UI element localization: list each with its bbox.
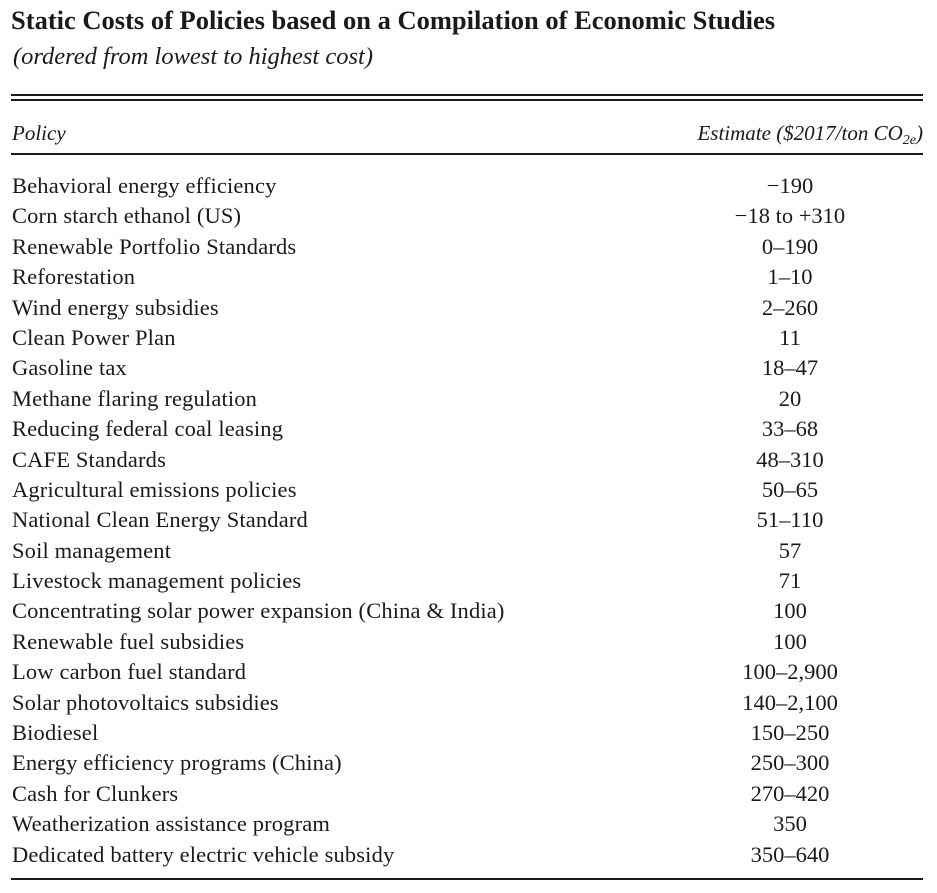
bottom-rule — [11, 878, 923, 880]
estimate-cell: 270–420 — [750, 780, 830, 806]
estimate-cell: 350 — [773, 811, 807, 837]
top-rule — [11, 94, 923, 96]
table-row: Soil management 57 — [0, 536, 937, 566]
top-rule-secondary — [11, 99, 923, 101]
table-row: Agricultural emissions policies 50–65 — [0, 475, 937, 505]
policy-cell: Corn starch ethanol (US) — [12, 203, 242, 229]
estimate-cell: 350–640 — [750, 841, 830, 867]
estimate-cell: 33–68 — [761, 416, 819, 442]
table-row: Energy efficiency programs (China) 250–30… — [0, 748, 937, 778]
table-row: Gasoline tax 18–47 — [0, 353, 937, 383]
table-row: Concentrating solar power expansion (Chi… — [0, 596, 937, 626]
policy-cell: National Clean Energy Standard — [12, 507, 308, 533]
table-row: Dedicated battery electric vehicle subsi… — [0, 840, 937, 870]
column-header-policy: Policy — [12, 121, 66, 145]
table-row: Clean Power Plan 11 — [0, 323, 937, 353]
estimate-cell: 48–310 — [756, 446, 824, 472]
table-row: Corn starch ethanol (US) −18 to +310 — [0, 201, 937, 231]
table-row: Biodiesel 150–250 — [0, 718, 937, 748]
table-title: Static Costs of Policies based on a Comp… — [11, 5, 776, 35]
estimate-cell: 51–110 — [756, 507, 824, 533]
estimate-cell: 57 — [778, 537, 802, 563]
estimate-cell: −18 to +310 — [734, 203, 846, 229]
estimate-cell: 250–300 — [750, 750, 830, 776]
table-row: Methane flaring regulation 20 — [0, 384, 937, 414]
policy-cell: Reforestation — [12, 264, 136, 290]
table-row: Cash for Clunkers 270–420 — [0, 779, 937, 809]
table-subtitle: (ordered from lowest to highest cost) — [13, 43, 373, 70]
table-row: Reforestation 1–10 — [0, 262, 937, 292]
table-row: Wind energy subsidies 2–260 — [0, 293, 937, 323]
policy-cell: Agricultural emissions policies — [12, 476, 297, 502]
estimate-cell: 140–2,100 — [742, 689, 838, 715]
column-header-estimate-subscript: 2e — [902, 133, 916, 148]
estimate-cell: −190 — [766, 173, 814, 198]
policy-cell: Low carbon fuel standard — [12, 659, 247, 685]
policy-cell: Reducing federal coal leasing — [12, 416, 284, 442]
table-row: National Clean Energy Standard 51–110 — [0, 505, 937, 535]
table-row: Reducing federal coal leasing 33–68 — [0, 414, 937, 444]
estimate-cell: 0–190 — [761, 233, 819, 259]
policy-cell: Dedicated battery electric vehicle subsi… — [12, 841, 395, 867]
table-row: CAFE Standards 48–310 — [0, 445, 937, 475]
policy-cell: Renewable Portfolio Standards — [12, 233, 297, 259]
column-header-estimate: Estimate ($2017/ton CO2e) — [697, 120, 923, 148]
policy-cell: Clean Power Plan — [12, 324, 176, 350]
policy-cell: Weatherization assistance program — [12, 811, 331, 837]
policy-cell: Solar photovoltaics subsidies — [12, 689, 279, 715]
column-header-estimate-close: ) — [916, 121, 923, 145]
policy-cell: CAFE Standards — [12, 446, 166, 472]
table-row: Livestock management policies 71 — [0, 566, 937, 596]
estimate-cell: 11 — [779, 324, 801, 350]
policy-cell: Renewable fuel subsidies — [12, 628, 245, 654]
policy-cell: Wind energy subsidies — [12, 294, 219, 320]
policy-cell: Concentrating solar power expansion (Chi… — [12, 598, 505, 624]
policy-cell: Energy efficiency programs (China) — [12, 750, 342, 776]
table-row: Weatherization assistance program 350 — [0, 809, 937, 839]
policy-cell: Soil management — [12, 537, 172, 563]
estimate-cell: 100 — [773, 628, 807, 654]
table-row: Behavioral energy efficiency −190 — [0, 171, 937, 201]
table-row: Solar photovoltaics subsidies 140–2,100 — [0, 688, 937, 718]
estimate-cell: 100 — [773, 598, 807, 624]
policy-cell: Methane flaring regulation — [12, 385, 258, 411]
table-row: Renewable fuel subsidies 100 — [0, 627, 937, 657]
estimate-cell: 150–250 — [750, 720, 830, 746]
header-rule — [11, 153, 923, 155]
estimate-cell: 20 — [778, 385, 802, 411]
column-header-estimate-text: Estimate ($2017/ton CO — [697, 121, 903, 145]
table-row: Renewable Portfolio Standards 0–190 — [0, 232, 937, 262]
policy-cell: Gasoline tax — [12, 355, 127, 381]
policy-cell: Livestock management policies — [12, 568, 302, 594]
table-row: Low carbon fuel standard 100–2,900 — [0, 657, 937, 687]
policy-cell: Cash for Clunkers — [12, 780, 179, 806]
table-body: Behavioral energy efficiency −190 Corn sta… — [0, 171, 937, 870]
policy-cell: Biodiesel — [12, 720, 99, 746]
estimate-cell: 50–65 — [761, 476, 819, 502]
policy-cell: Behavioral energy efficiency — [12, 173, 277, 198]
estimate-cell: 1–10 — [767, 264, 813, 290]
estimate-cell: 71 — [778, 568, 802, 594]
estimate-cell: 100–2,900 — [742, 659, 838, 685]
estimate-cell: 18–47 — [761, 355, 819, 381]
estimate-cell: 2–260 — [761, 294, 819, 320]
